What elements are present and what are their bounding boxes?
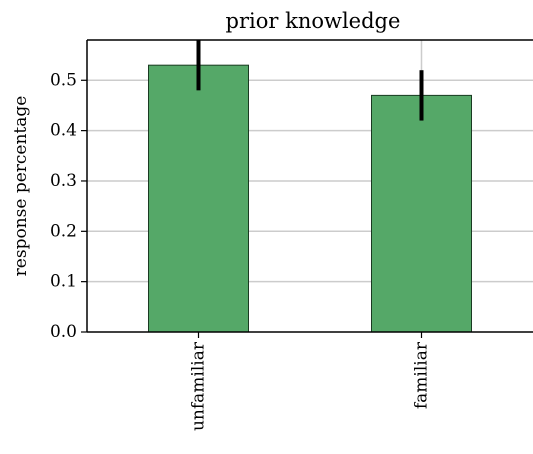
- y-tick-label: 0.5: [50, 70, 77, 90]
- bar-familiar: [371, 94, 472, 333]
- y-tick-label: 0.0: [50, 322, 77, 342]
- y-axis-label: response percentage: [11, 96, 31, 277]
- y-tick-label: 0.3: [50, 171, 77, 191]
- x-tick-label: familiar: [412, 341, 432, 409]
- x-tick-label: unfamiliar: [189, 341, 209, 431]
- y-tick-label: 0.2: [50, 221, 77, 241]
- y-tick-label: 0.4: [50, 121, 77, 141]
- y-tick-label: 0.1: [50, 272, 77, 292]
- bar-unfamiliar: [148, 64, 249, 333]
- axes: [86, 39, 533, 333]
- x-ticks: unfamiliar familiar: [189, 332, 432, 431]
- y-ticks: 0.0 0.1 0.2 0.3 0.4 0.5: [50, 70, 87, 342]
- error-bars: [196, 40, 424, 121]
- chart-title: prior knowledge: [226, 9, 401, 33]
